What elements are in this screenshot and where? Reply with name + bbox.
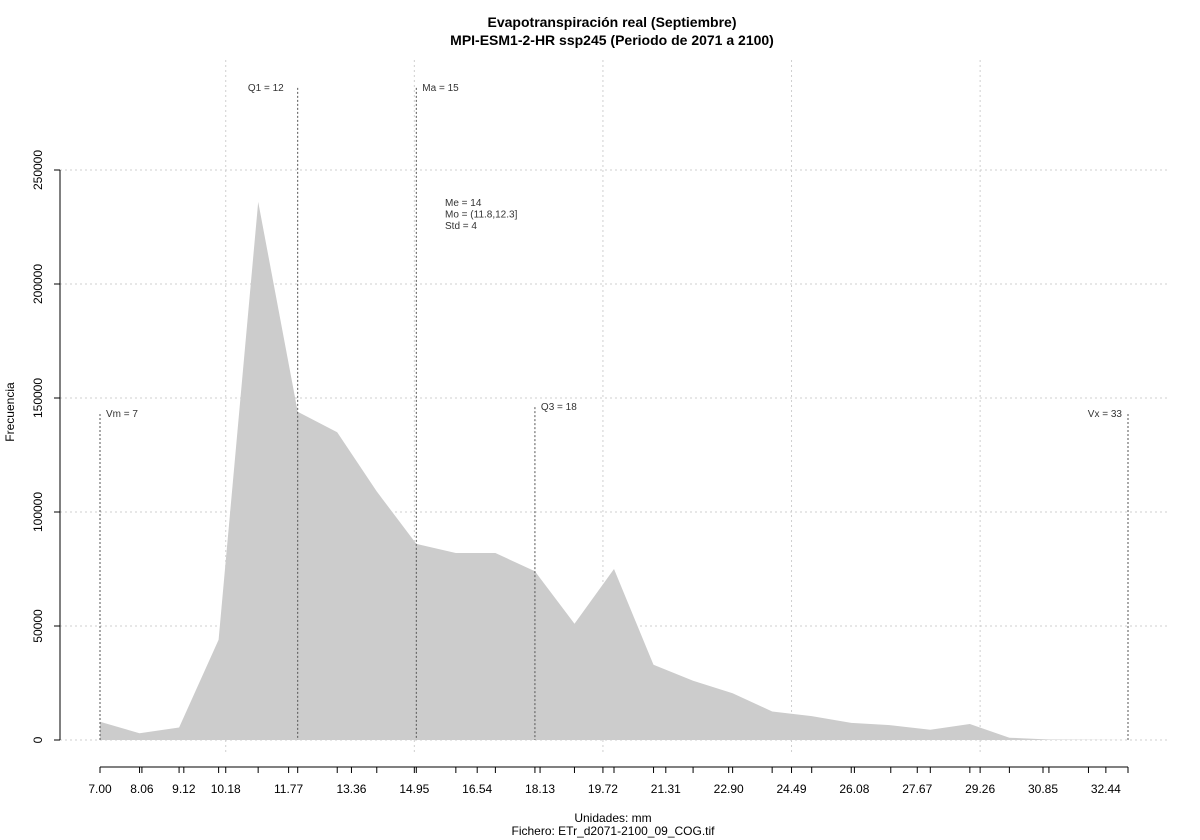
stat-line-label: Ma = 15	[422, 83, 459, 94]
x-tick-label: 29.26	[965, 782, 995, 796]
x-tick-label: 14.95	[399, 782, 429, 796]
stat-line-label: Q3 = 18	[541, 402, 577, 413]
stat-text: Me = 14	[445, 198, 482, 209]
y-tick-label: 50000	[31, 609, 45, 643]
stat-line-label: Q1 = 12	[248, 83, 284, 94]
x-tick-label: 9.12	[172, 782, 196, 796]
x-tick-label: 26.08	[839, 782, 869, 796]
stat-text: Std = 4	[445, 221, 477, 232]
x-tick-label: 8.06	[130, 782, 154, 796]
x-tick-label: 16.54	[462, 782, 492, 796]
y-tick-label: 100000	[31, 492, 45, 532]
stat-text: Mo = (11.8,12.3]	[445, 210, 518, 221]
chart-title: Evapotranspiración real (Septiembre)	[488, 14, 737, 30]
x-tick-label: 32.44	[1091, 782, 1121, 796]
y-tick-label: 250000	[31, 150, 45, 190]
x-tick-label: 21.31	[651, 782, 681, 796]
x-tick-label: 13.36	[336, 782, 366, 796]
x-tick-label: 7.00	[88, 782, 112, 796]
y-axis: 0 50000 100000 150000 200000 250000	[31, 150, 61, 743]
stat-line-label: Vx = 33	[1088, 409, 1123, 420]
x-tick-label: 30.85	[1028, 782, 1058, 796]
y-tick-label: 0	[31, 736, 45, 743]
x-tick-label: 10.18	[211, 782, 241, 796]
frequency-area	[100, 201, 1128, 740]
x-axis-label: Unidades: mm	[574, 811, 651, 825]
y-axis-label: Frecuencia	[3, 382, 17, 442]
file-label: Fichero: ETr_d2071-2100_09_COG.tif	[512, 824, 716, 838]
x-tick-label: 27.67	[902, 782, 932, 796]
y-tick-label: 150000	[31, 378, 45, 418]
x-tick-label: 22.90	[714, 782, 744, 796]
x-tick-label: 19.72	[588, 782, 618, 796]
y-tick-label: 200000	[31, 264, 45, 304]
x-axis: 7.00 8.06 9.12 10.18 11.77 13.36 14.95 16.54 18.…	[88, 766, 1129, 796]
chart-subtitle: MPI-ESM1-2-HR ssp245 (Periodo de 2071 a …	[450, 32, 774, 48]
stat-line-label: Vm = 7	[106, 409, 138, 420]
x-tick-label: 18.13	[525, 782, 555, 796]
x-tick-label: 11.77	[274, 782, 303, 796]
x-tick-label: 24.49	[777, 782, 807, 796]
statistic-lines: Vm = 7 Q1 = 12 Ma = 15 Q3 = 18 Vx = 33	[99, 83, 1129, 740]
